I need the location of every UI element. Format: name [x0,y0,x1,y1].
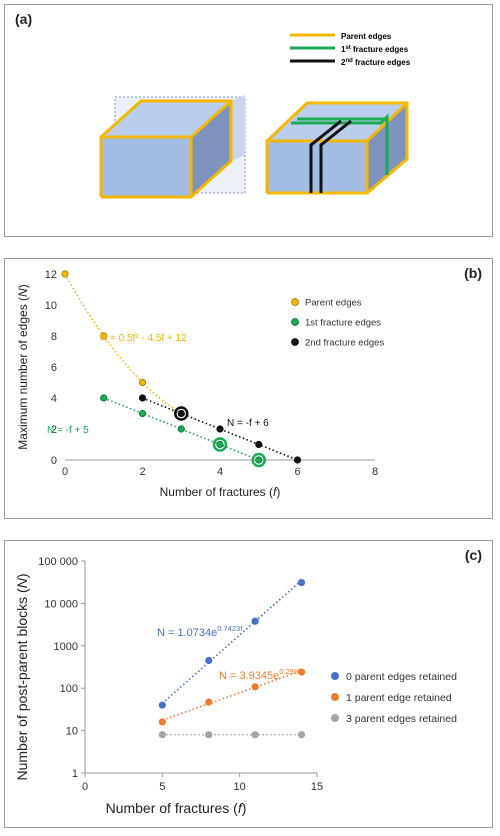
legend-label-first: 1st fracture edges [341,45,409,54]
y-tick-label: 10 000 [44,598,78,610]
panel-c-label: (c) [464,547,482,563]
trendline-1 [162,669,302,721]
data-point-series-1 [297,668,306,676]
x-tick-label: 4 [217,466,223,478]
fractured-front-face [267,141,367,193]
equation-annotation: N = 0.5f² - 4.5f + 12 [100,333,187,344]
data-point-series-1 [177,425,185,433]
x-tick-label: 15 [311,781,323,793]
data-point-series-0 [251,617,259,625]
legend-marker [291,298,299,306]
x-axis-label: Number of fractures (f) [160,485,281,499]
data-point-series-2 [138,394,147,402]
data-point-series-1 [205,698,213,706]
legend-label: 1 parent edge retained [346,692,452,704]
data-point-series-0 [100,332,108,340]
data-point-series-0 [205,656,213,665]
data-point-series-0 [297,578,306,587]
panel-b-label: (b) [464,265,482,281]
y-tick-label: 8 [51,331,57,343]
data-point-series-2 [297,731,306,739]
edges-chart: 0 2 4 6 8 0 2 4 6 8 10 12 Number of fractures (f) Max… [16,269,384,499]
x-tick-label: 2 [139,466,145,478]
y-tick-label: 10 [45,300,57,312]
equation-annotation: N = -f + 6 [227,418,269,429]
y-tick-label: 0 [51,455,57,467]
x-tick-label: 5 [159,781,165,793]
data-point-series-1 [216,440,224,449]
highlight-ring [251,452,266,468]
y-tick-label: 12 [45,269,57,281]
legend-label-parent: Parent edges [341,32,392,41]
legend-label: 0 parent edges retained [346,671,457,683]
data-point-series-0 [158,701,166,709]
legend-label-second: 2nd fracture edges [341,58,411,67]
data-point-series-2 [255,440,263,449]
data-point-series-1 [158,718,166,726]
second-fracture-edges-a [309,119,342,193]
y-tick-label: 4 [51,393,57,405]
parent-side-face [191,101,231,197]
data-point-series-0 [61,270,69,278]
panel-a-label: (a) [15,11,33,27]
blocks-chart: 1 10 100 1000 10 000 100 000 0 5 10 15 Number of f… [14,556,457,816]
trendline-0 [64,273,182,415]
legend-label: 3 parent edges retained [346,713,457,725]
y-tick-label: 2 [51,424,57,436]
highlight-ring [174,406,189,421]
trendline-0 [161,579,303,704]
parent-front-face [101,137,191,197]
legend-marker [291,338,299,346]
y-axis-label: Number of post-parent blocks (N) [14,574,30,781]
y-tick-label: 1 [72,768,78,780]
data-point-series-1 [251,683,259,691]
equation-annotation: N = 1.0734e0.7423f [157,624,243,639]
data-point-series-2 [216,425,224,433]
x-tick-label: 10 [234,781,246,793]
x-tick-label: 0 [62,466,68,478]
equation-annotation: N = 3.9345e0.299f [219,667,301,682]
data-point-series-1 [100,394,108,402]
x-axis-label: Number of fractures (f) [106,800,247,816]
legend-marker [331,693,339,701]
panel-a: (a) Parent edges 1st fracture edges 2nd … [4,4,493,237]
data-point-series-2 [158,731,166,739]
block-diagram: Parent edges 1st fracture edges 2nd frac… [99,32,411,199]
parent-top-face [101,101,231,137]
x-tick-label: 8 [372,466,378,478]
y-tick-label: 6 [51,362,57,374]
legend-a: Parent edges 1st fracture edges 2nd frac… [290,32,411,67]
y-axis-label: Maximum number of edges (N) [16,284,30,449]
x-tick-label: 6 [294,466,300,478]
panel-b: (b) 0 2 4 6 8 0 2 4 6 8 10 12 Number of fractures (f… [4,258,493,519]
data-point-series-2 [251,731,259,739]
data-point-series-2 [205,731,213,739]
parent-block [99,95,246,199]
ghost-side [231,95,245,161]
y-tick-label: 100 000 [38,556,78,568]
legend-marker [291,318,299,326]
data-point-series-1 [138,409,147,418]
y-tick-label: 10 [66,726,78,738]
second-fracture-edges-b [319,119,352,193]
highlight-ring [212,437,228,452]
legend-label: Parent edges [305,298,362,309]
y-tick-label: 1000 [54,641,78,653]
legend-marker [331,672,339,680]
equation-annotation: N = -f + 5 [47,425,89,436]
legend-marker [331,714,339,722]
x-tick-label: 0 [82,781,88,793]
y-tick-label: 100 [60,683,78,695]
data-point-series-1 [255,456,263,464]
data-point-series-0 [138,378,147,387]
data-point-series-2 [293,456,302,464]
panel-c: (c) 1 10 100 1000 10 000 100 000 0 5 10 15 Number … [4,540,493,828]
fractured-block [265,101,409,195]
legend-label: 1st fracture edges [305,318,381,329]
legend-label: 2nd fracture edges [305,338,384,349]
data-point-series-2 [177,409,185,418]
